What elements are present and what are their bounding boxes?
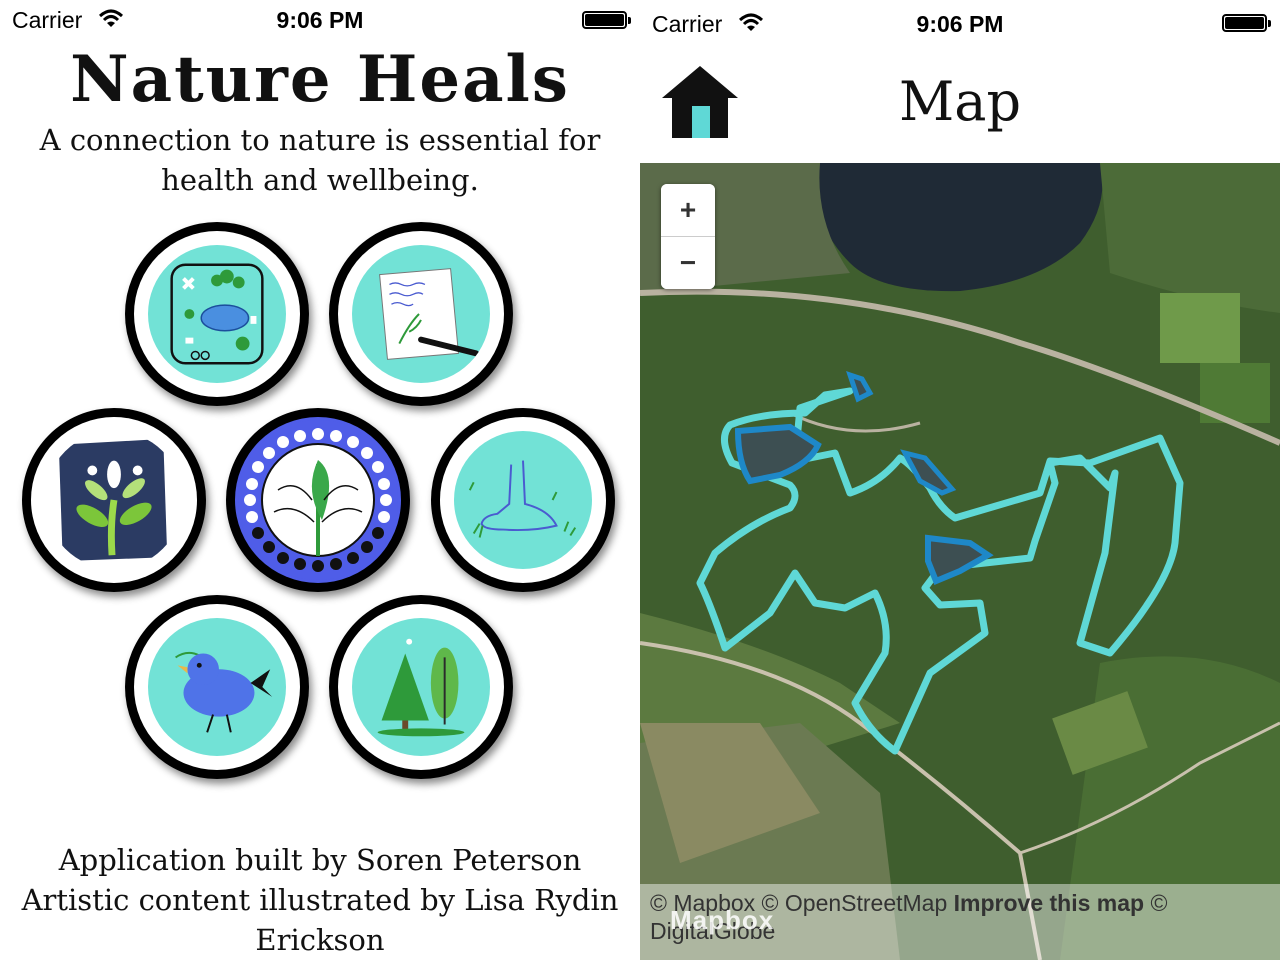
map-screen: Carrier 9:06 PM Map — [640, 0, 1280, 960]
zoom-control: + − — [661, 184, 715, 289]
credit-developer: Application built by Soren Peterson — [58, 843, 582, 877]
leaf-moon-phases-icon — [244, 428, 392, 572]
leaf-moon-medallion-button[interactable] — [226, 408, 410, 592]
map-medallion-button[interactable] — [125, 222, 309, 406]
carrier-label: Carrier — [652, 11, 723, 37]
foot-icon — [468, 460, 577, 538]
credit-artist: Artistic content illustrated by Lisa Ryd… — [21, 883, 619, 957]
trees-icon — [377, 638, 465, 737]
journal-icon — [379, 268, 480, 360]
nav-title: Map — [898, 70, 1022, 133]
map-view[interactable]: + − © Mapbox © OpenStreetMap Improve thi… — [640, 163, 1280, 960]
attribution-text: © Mapbox © OpenStreetMap — [650, 890, 948, 916]
wifi-icon — [738, 13, 764, 31]
zoom-out-button[interactable]: − — [661, 237, 715, 289]
attribution-suffix: © DigitalGlobe — [650, 890, 1168, 944]
bird-icon — [175, 651, 273, 733]
home-icon — [662, 66, 738, 138]
carrier-label: Carrier — [12, 7, 83, 33]
zoom-in-button[interactable]: + — [661, 184, 715, 236]
journal-medallion-button[interactable] — [329, 222, 513, 406]
status-time: 9:06 PM — [276, 7, 364, 33]
home-button[interactable] — [660, 64, 740, 140]
bird-medallion-button[interactable] — [125, 595, 309, 779]
mapbox-logo[interactable]: Mapbox — [670, 905, 775, 935]
status-time: 9:06 PM — [916, 11, 1004, 37]
credits: Application built by Soren Peterson Arti… — [10, 840, 630, 960]
trees-medallion-button[interactable] — [329, 595, 513, 779]
improve-map-link[interactable]: Improve this map — [953, 890, 1145, 916]
nav-bar: Map — [640, 40, 1280, 163]
map-icon — [170, 263, 264, 365]
foot-medallion-button[interactable] — [431, 408, 615, 592]
home-screen: Carrier 9:06 PM Nature Heals A connectio… — [0, 0, 640, 960]
battery-icon — [582, 11, 631, 29]
app-title: Nature Heals — [70, 42, 570, 117]
tree-of-life-medallion-button[interactable] — [22, 408, 206, 592]
tree-of-life-icon — [58, 438, 168, 562]
status-bar: Carrier 9:06 PM — [640, 0, 1280, 40]
map-attribution: © Mapbox © OpenStreetMap Improve this ma… — [640, 884, 1280, 960]
app-subtitle: A connection to nature is essential for … — [39, 123, 601, 197]
status-bar: Carrier 9:06 PM — [0, 0, 640, 40]
wifi-icon — [98, 9, 124, 27]
satellite-map — [640, 163, 1280, 960]
battery-icon — [1222, 14, 1271, 32]
